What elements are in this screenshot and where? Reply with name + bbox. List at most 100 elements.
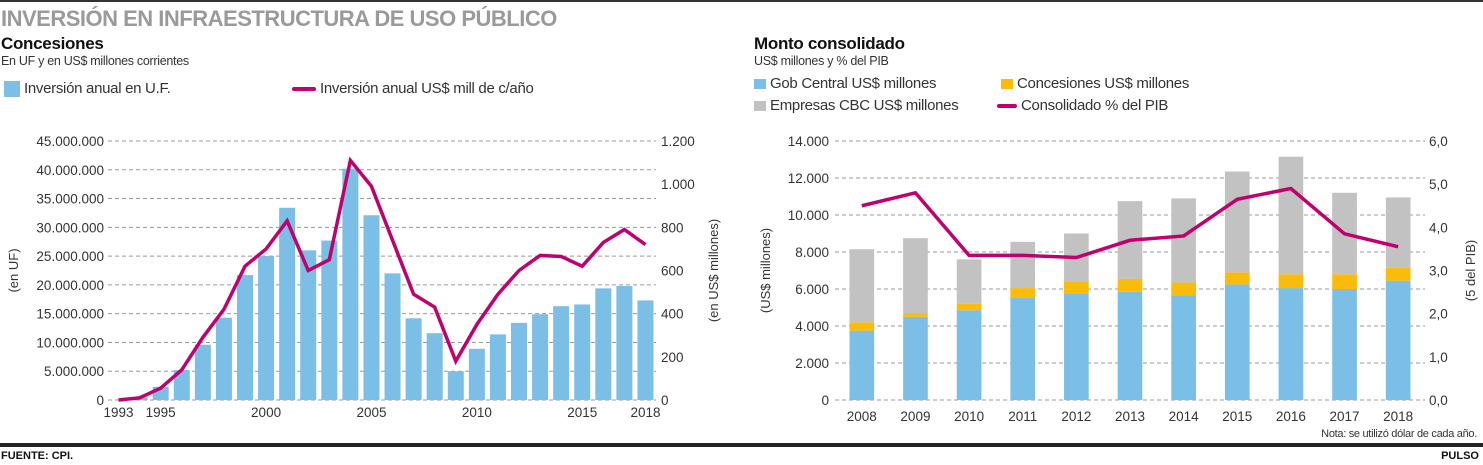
right-legend-empresas: Empresas CBC US$ millones: [754, 97, 959, 114]
x-tick-label: 2009: [900, 409, 930, 424]
source-label: FUENTE: CPI.: [1, 450, 74, 462]
legend-label: Empresas CBC US$ millones: [770, 97, 959, 114]
bar-concesiones: [903, 313, 928, 317]
legend-swatch-blue: [4, 80, 20, 97]
left-legend-bar: Inversión anual en U.F.: [4, 80, 171, 97]
bar: [363, 215, 380, 400]
bar-gob-central: [849, 330, 875, 400]
bar: [574, 304, 591, 400]
bar-concesiones: [1171, 282, 1196, 296]
bar-gob-central: [1117, 291, 1143, 400]
bar-empresas-cbc: [956, 259, 982, 304]
bar: [215, 317, 232, 400]
bar: [468, 348, 485, 400]
bar-gob-central: [1332, 289, 1357, 400]
bar-gob-central: [1278, 288, 1304, 400]
bar-gob-central: [1224, 284, 1250, 400]
legend-label: Gob Central US$ millones: [770, 75, 937, 92]
y2-tick-label: 600: [661, 264, 684, 279]
y2-tick-label: 4,0: [1429, 220, 1448, 235]
x-tick-label: 2018: [1383, 409, 1413, 424]
y-tick-label: 20.000.000: [36, 278, 104, 293]
x-tick-label: 2015: [1222, 409, 1252, 424]
left-chart-subtitle: En UF y en US$ millones corrientes: [1, 54, 189, 68]
x-tick-label: 2010: [954, 409, 984, 424]
bar-concesiones: [1385, 267, 1411, 281]
page-title: INVERSIÓN EN INFRAESTRUCTURA DE USO PÚBL…: [1, 6, 557, 31]
y2-tick-label: 0,0: [1429, 393, 1448, 408]
y-axis-title: (en UF): [6, 248, 21, 292]
x-tick-label: 2014: [1169, 409, 1200, 424]
y-tick-label: 30.000.000: [36, 220, 104, 235]
y2-axis-title: (en US$ millones): [706, 219, 721, 322]
y-tick-label: 0: [821, 393, 829, 408]
brand-label: PULSO: [1441, 450, 1479, 462]
y-tick-label: 10.000.000: [36, 335, 104, 350]
bar-concesiones: [1117, 278, 1143, 292]
y2-tick-label: 1,0: [1429, 350, 1448, 365]
x-tick-label: 2011: [1008, 409, 1037, 424]
x-tick-label: 2018: [630, 405, 660, 420]
x-tick-label: 2016: [1276, 409, 1306, 424]
y-tick-label: 35.000.000: [36, 192, 104, 207]
bar-gob-central: [1064, 293, 1089, 400]
left-chart: 0 5.000.000 10.000.000 15.000.000 20.000.000…: [6, 134, 721, 420]
y-tick-label: 6.000: [795, 282, 829, 297]
bar-concesiones: [956, 303, 982, 311]
x-tick-label: 2008: [847, 409, 877, 424]
y-tick-label: 5.000.000: [44, 364, 104, 379]
bar: [426, 333, 443, 400]
bar: [595, 288, 612, 400]
bottom-rule: [0, 443, 1483, 447]
bar: [173, 370, 190, 400]
bar: [279, 207, 296, 400]
y-tick-label: 2.000: [795, 356, 829, 371]
bar: [637, 300, 654, 400]
bar-concesiones: [1278, 274, 1304, 289]
bar: [342, 168, 359, 400]
bar: [384, 273, 401, 400]
bar: [405, 318, 422, 400]
x-tick-label: 1993: [104, 405, 134, 420]
y2-tick-label: 3,0: [1429, 264, 1448, 279]
bar: [258, 256, 275, 400]
y-tick-label: 15.000.000: [36, 307, 104, 322]
x-tick-label: 2013: [1115, 409, 1145, 424]
right-chart-subtitle: US$ millones y % del PIB: [754, 54, 889, 68]
y-tick-label: 12.000: [788, 171, 829, 186]
legend-swatch-gray: [754, 100, 766, 111]
y-tick-label: 14.000: [788, 134, 829, 149]
left-chart-title: Concesiones: [1, 34, 104, 53]
legend-swatch-blue: [754, 78, 766, 89]
bar: [489, 334, 506, 400]
bar-gob-central: [1010, 297, 1036, 400]
y-axis-title: (US$ millones): [758, 228, 773, 313]
bar-gob-central: [1385, 280, 1411, 400]
y2-tick-label: 200: [661, 350, 684, 365]
x-tick-label: 2005: [356, 405, 386, 420]
legend-swatch-magenta: [292, 86, 316, 91]
bar-empresas-cbc: [1010, 241, 1036, 289]
right-legend-concesiones: Concesiones US$ millones: [1001, 75, 1189, 92]
bar-concesiones: [849, 322, 875, 331]
legend-swatch-magenta: [997, 103, 1017, 108]
y2-tick-label: 2,0: [1429, 307, 1448, 322]
bar-empresas-cbc: [1385, 197, 1411, 268]
y2-tick-label: 400: [661, 307, 684, 322]
footnote: Nota: se utilizó dólar de cada año.: [1321, 428, 1477, 440]
x-tick-label: 1995: [146, 405, 176, 420]
x-tick-label: 2010: [462, 405, 492, 420]
y2-tick-label: 0: [661, 393, 669, 408]
x-tick-label: 2000: [251, 405, 281, 420]
bar: [532, 314, 549, 400]
y2-tick-label: 5,0: [1429, 177, 1448, 192]
bar-gob-central: [903, 316, 928, 400]
y-tick-label: 0: [96, 393, 104, 408]
y2-tick-label: 6,0: [1429, 134, 1448, 149]
legend-label: Inversión anual en U.F.: [24, 80, 171, 97]
bar: [321, 240, 338, 400]
bar: [616, 286, 633, 400]
legend-label: Consolidado % del PIB: [1021, 97, 1169, 114]
bar-concesiones: [1332, 274, 1357, 289]
top-rule: [0, 0, 1483, 2]
